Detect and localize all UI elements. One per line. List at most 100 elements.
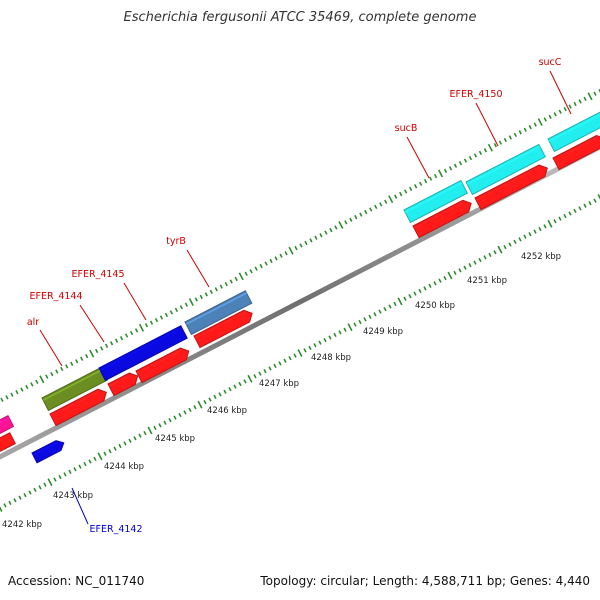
tick-mark xyxy=(193,405,197,410)
feature-highlight xyxy=(413,201,465,229)
red-feature[interactable] xyxy=(193,309,253,349)
tick-mark xyxy=(578,99,582,104)
red-feature[interactable] xyxy=(474,164,548,211)
tick-mark xyxy=(384,199,388,204)
red-feature[interactable] xyxy=(552,134,600,171)
tick-mark xyxy=(89,349,95,358)
tick-mark xyxy=(244,271,248,276)
tick-mark xyxy=(143,430,147,436)
tick-mark xyxy=(134,328,139,333)
efer-4150-feature[interactable] xyxy=(465,143,546,196)
tick-mark xyxy=(423,179,428,184)
gene-label-succ[interactable]: sucC xyxy=(539,57,562,68)
tick-mark xyxy=(463,158,468,163)
leader-line xyxy=(186,249,210,288)
tick-mark xyxy=(55,369,59,374)
tick-mark xyxy=(149,320,154,325)
tick-mark xyxy=(249,269,253,274)
gene-label-alr[interactable]: alr xyxy=(27,317,39,328)
gene-label-tyrb[interactable]: tyrB xyxy=(166,236,186,247)
leader-line xyxy=(39,329,63,367)
tick-mark xyxy=(93,456,97,462)
tick-mark xyxy=(278,361,282,366)
tick-mark xyxy=(553,112,557,117)
leader-line xyxy=(406,136,430,179)
gene-label-efer_4145[interactable]: EFER_4145 xyxy=(72,269,125,280)
tick-mark xyxy=(60,366,64,372)
tick-mark xyxy=(233,384,237,389)
tick-mark xyxy=(383,306,387,312)
tyrB-feature[interactable] xyxy=(184,290,253,336)
scale-label: 4252 kbp xyxy=(521,252,561,262)
tick-mark xyxy=(503,137,507,143)
tick-mark xyxy=(598,89,600,93)
gene-label-efer_4150[interactable]: EFER_4150 xyxy=(450,89,503,100)
tick-mark xyxy=(338,330,342,335)
tick-mark xyxy=(518,237,522,242)
tick-mark xyxy=(273,363,277,369)
sucB-feature[interactable] xyxy=(403,179,468,224)
red-feature[interactable] xyxy=(107,372,139,397)
tick-mark xyxy=(558,216,562,221)
tick-mark xyxy=(368,314,372,319)
efer-4145-feature[interactable] xyxy=(98,325,188,382)
tick-mark xyxy=(563,213,567,219)
tick-mark xyxy=(100,346,104,351)
tick-mark xyxy=(213,394,217,400)
tick-mark xyxy=(124,333,129,338)
tick-mark xyxy=(488,252,492,257)
tick-mark xyxy=(30,382,34,387)
alr-feature[interactable] xyxy=(41,367,108,412)
tick-mark xyxy=(75,359,79,364)
accession-text: Accession: NC_011740 xyxy=(8,574,145,588)
red-feature[interactable] xyxy=(412,199,472,239)
tick-mark xyxy=(468,263,472,268)
tick-mark xyxy=(10,392,14,397)
feature-highlight xyxy=(99,327,183,371)
gene-label-efer_4142[interactable]: EFER_4142 xyxy=(90,524,143,535)
gene-label-sucb[interactable]: sucB xyxy=(395,123,418,134)
tick-mark xyxy=(199,294,203,300)
tick-mark xyxy=(319,233,323,238)
tick-mark xyxy=(288,356,292,361)
tick-mark xyxy=(473,260,477,265)
feature-highlight xyxy=(475,166,541,201)
tick-mark xyxy=(238,272,244,281)
tick-mark xyxy=(394,194,398,199)
tick-mark xyxy=(513,132,517,138)
tick-mark xyxy=(183,410,187,415)
tick-mark xyxy=(493,250,497,255)
tick-mark xyxy=(65,364,69,369)
tick-mark xyxy=(204,292,208,297)
tick-mark xyxy=(105,343,109,348)
tick-mark xyxy=(123,441,127,446)
red-feature[interactable] xyxy=(49,388,107,427)
tick-mark xyxy=(228,387,232,392)
tick-mark xyxy=(50,371,54,377)
red-feature[interactable] xyxy=(0,432,16,453)
tick-mark xyxy=(119,335,124,341)
tick-mark xyxy=(293,353,297,358)
feature-highlight xyxy=(194,311,246,339)
tick-mark xyxy=(363,317,367,322)
tick-mark xyxy=(393,301,397,307)
red-feature[interactable] xyxy=(135,347,190,384)
tick-mark xyxy=(297,349,303,357)
tick-mark xyxy=(487,143,493,152)
tick-mark xyxy=(338,220,344,229)
tick-mark xyxy=(463,265,467,270)
tick-mark xyxy=(418,181,423,186)
efer-4142-feature[interactable] xyxy=(31,440,65,464)
tick-mark xyxy=(188,298,194,307)
tick-mark xyxy=(133,436,137,441)
tick-mark xyxy=(168,418,172,423)
gene-label-efer_4144[interactable]: EFER_4144 xyxy=(30,291,83,302)
tick-mark xyxy=(95,348,99,354)
tick-mark xyxy=(558,109,562,114)
feature-highlight xyxy=(466,145,541,185)
leader-line xyxy=(79,304,105,343)
tick-mark xyxy=(129,330,134,336)
tick-mark xyxy=(344,220,348,225)
tick-mark xyxy=(229,279,233,284)
tick-mark xyxy=(33,487,37,493)
